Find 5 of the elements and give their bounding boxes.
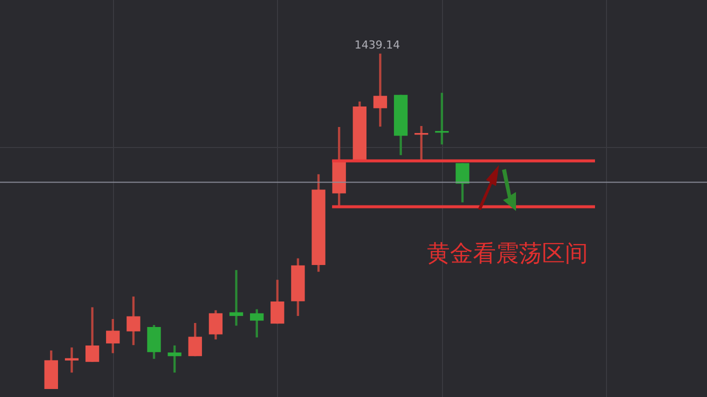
candlestick xyxy=(64,347,79,373)
annotation: 1439.14 xyxy=(354,38,400,52)
candlestick xyxy=(229,270,244,326)
annotation: 黄金看震荡区间 xyxy=(427,240,588,269)
candlestick xyxy=(373,54,388,127)
